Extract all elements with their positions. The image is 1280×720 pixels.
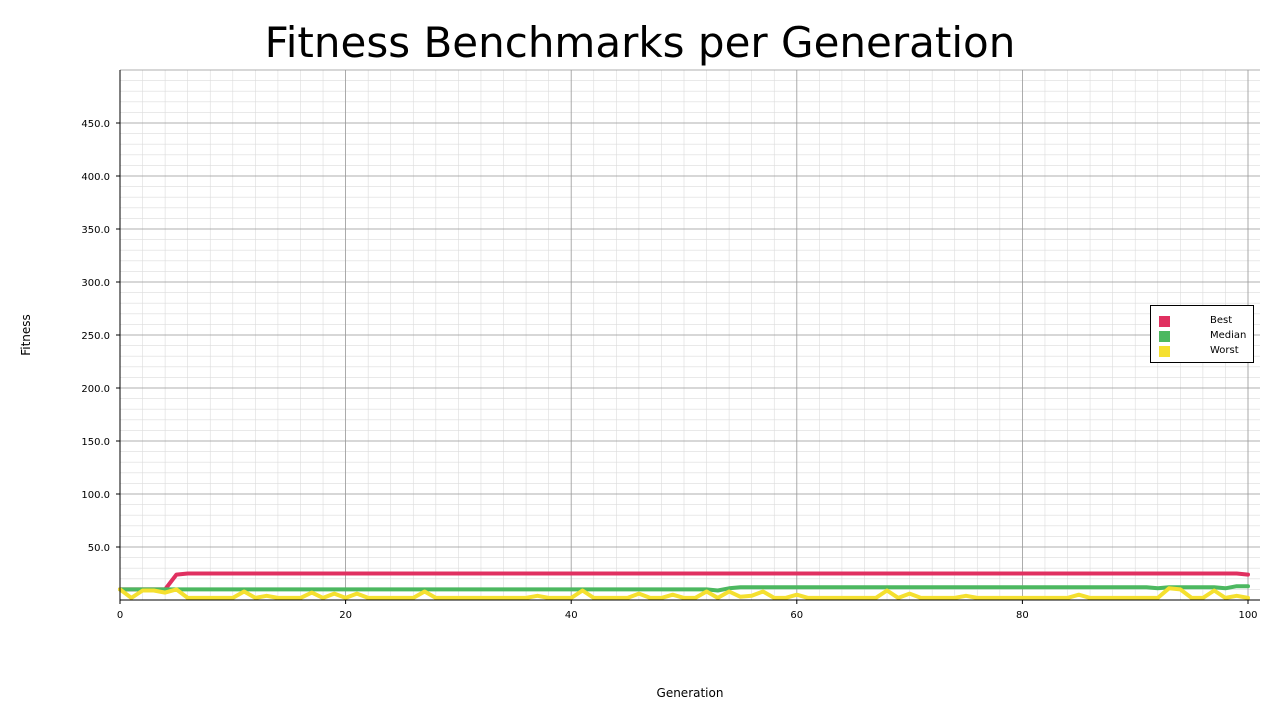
x-tick-label: 80 <box>1016 610 1029 621</box>
legend: Best Median Worst <box>1150 305 1254 363</box>
x-tick-label: 40 <box>565 610 578 621</box>
x-axis-label: Generation <box>656 686 724 700</box>
x-tick-label: 100 <box>1238 610 1257 621</box>
y-tick-label: 100.0 <box>81 490 110 501</box>
y-tick-label: 150.0 <box>81 437 110 448</box>
y-tick-label: 450.0 <box>81 119 110 130</box>
y-tick-label: 300.0 <box>81 278 110 289</box>
y-tick-label: 50.0 <box>88 543 110 554</box>
y-tick-label: 350.0 <box>81 225 110 236</box>
legend-label: Best <box>1210 315 1233 326</box>
x-tick-label: 0 <box>117 610 123 621</box>
grid <box>119 69 1260 601</box>
y-tick-label: 250.0 <box>81 331 110 342</box>
tick-labels: 0 20 40 60 80 100 50.0 100.0 150.0 200.0 250.0 300.… <box>81 119 1257 621</box>
legend-swatch <box>1159 331 1170 342</box>
legend-item-best: Best <box>1159 314 1251 328</box>
series-line-median <box>118 584 1250 593</box>
chart-title: Fitness Benchmarks per Generation <box>264 18 1016 67</box>
legend-item-median: Median <box>1159 329 1251 343</box>
legend-label: Median <box>1210 330 1247 341</box>
x-tick-label: 20 <box>339 610 352 621</box>
series-line-worst <box>118 586 1250 600</box>
series-line-best <box>118 571 1250 592</box>
y-tick-label: 200.0 <box>81 384 110 395</box>
legend-item-worst: Worst <box>1159 344 1251 358</box>
series-lines <box>118 571 1250 600</box>
x-tick-label: 60 <box>790 610 803 621</box>
legend-swatch <box>1159 316 1170 327</box>
y-tick-label: 400.0 <box>81 172 110 183</box>
legend-swatch <box>1159 346 1170 357</box>
legend-label: Worst <box>1210 345 1239 356</box>
